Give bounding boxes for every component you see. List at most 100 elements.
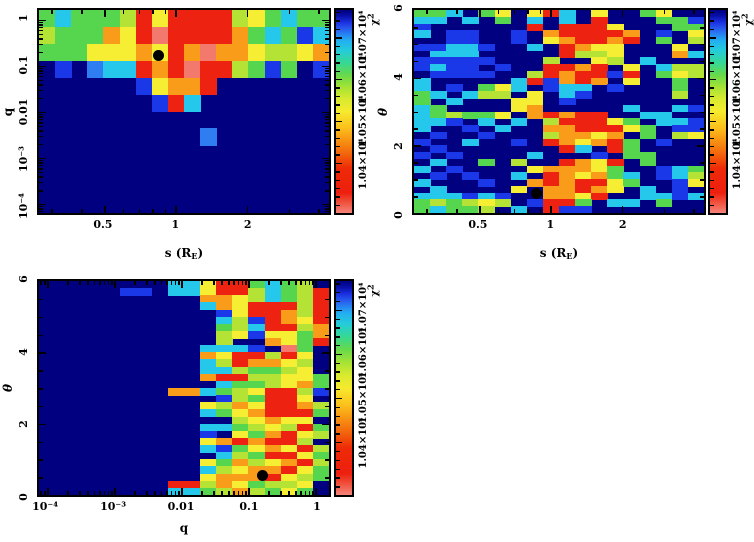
y-axis-tick <box>325 26 329 29</box>
x-axis-tick <box>201 281 203 285</box>
colorbar-tick <box>710 112 714 114</box>
heatmap-cell <box>296 445 314 453</box>
heatmap-cell <box>232 388 250 396</box>
heatmap-cell <box>184 94 201 113</box>
heatmap-cell <box>559 158 576 167</box>
heatmap-cell <box>248 473 266 482</box>
heatmap-cell <box>591 158 608 167</box>
x-axis-tick <box>181 281 183 288</box>
y-axis-tick <box>325 171 329 174</box>
heatmap-cell <box>478 179 496 187</box>
heatmap-cell <box>430 64 447 72</box>
heatmap-cell <box>167 480 185 489</box>
heatmap-cell <box>575 118 592 126</box>
colorbar-tick <box>336 309 342 312</box>
x-axis-tick <box>174 281 177 285</box>
heatmap-cell <box>232 373 250 382</box>
heatmap-cell <box>526 77 544 86</box>
y-axis-tick <box>322 19 329 22</box>
heatmap-cell <box>559 16 576 25</box>
heatmap-cell <box>591 16 608 25</box>
y-axis-tick <box>39 33 43 36</box>
heatmap-cell <box>280 10 298 28</box>
heatmap-cell <box>687 64 704 72</box>
heatmap-cell <box>232 323 250 332</box>
heatmap-cell <box>462 199 480 207</box>
heatmap-cell <box>575 64 592 72</box>
y-axis-tick <box>325 459 329 461</box>
heatmap-cell <box>248 281 266 289</box>
heatmap-cell <box>264 281 282 289</box>
colorbar-tick <box>710 120 716 123</box>
heatmap-cell <box>296 409 314 418</box>
heatmap-cell <box>216 10 233 28</box>
heatmap-cell <box>559 97 576 106</box>
heatmap-cell <box>296 416 314 425</box>
heatmap-cell <box>671 84 689 92</box>
x-axis-tick <box>693 10 695 14</box>
colorbar <box>334 8 354 215</box>
heatmap-cell <box>264 459 282 468</box>
y-axis-tick <box>39 176 43 178</box>
heatmap-cell <box>671 172 689 180</box>
heatmap-cell <box>264 302 282 311</box>
heatmap-cell <box>414 118 431 126</box>
heatmap-cell <box>200 43 217 62</box>
heatmap-cell <box>232 345 250 353</box>
heatmap-cell <box>312 388 329 396</box>
x-axis-tick <box>201 491 203 495</box>
heatmap-cell <box>280 352 298 361</box>
y-axis-tick <box>325 24 329 26</box>
heatmap-cell <box>414 16 431 25</box>
heatmap-cell <box>216 309 233 318</box>
heatmap-cell <box>591 77 608 86</box>
heatmap-cell <box>248 402 266 410</box>
heatmap-cell <box>607 84 625 92</box>
heatmap-cell <box>280 288 298 296</box>
y-axis-tick <box>700 196 704 198</box>
y-axis-tick <box>325 70 329 72</box>
y-axis-tick <box>325 79 329 82</box>
heatmap-cell <box>559 37 576 45</box>
heatmap-cell <box>623 152 641 160</box>
y-tick-label: 0 <box>17 493 30 501</box>
heatmap-cell <box>671 43 689 52</box>
heatmap-cell <box>430 91 447 99</box>
heatmap-cell <box>655 37 673 45</box>
x-axis-tick <box>246 10 249 14</box>
heatmap-cell <box>526 23 544 31</box>
x-tick-label: 0.5 <box>93 218 113 231</box>
x-axis-tick <box>288 10 291 14</box>
x-axis-tick <box>160 281 163 285</box>
heatmap-cell <box>575 43 592 52</box>
heatmap-cell <box>232 281 250 289</box>
heatmap-cell <box>414 84 431 92</box>
heatmap-cell <box>462 43 480 52</box>
y-axis-tick <box>39 97 43 100</box>
heatmap-cell <box>623 145 641 153</box>
x-axis-tick <box>621 10 624 14</box>
heatmap-cell <box>216 60 233 79</box>
y-axis-tick <box>325 37 329 40</box>
heatmap-cell <box>296 352 314 361</box>
heatmap-cell <box>575 84 592 92</box>
heatmap-cell <box>232 288 250 296</box>
x-axis-tick <box>479 10 481 14</box>
heatmap-cell <box>575 172 592 180</box>
heatmap-cell <box>55 60 72 79</box>
heatmap-cell <box>430 145 447 153</box>
heatmap-cell <box>296 466 314 475</box>
heatmap-cell <box>559 138 576 146</box>
heatmap-cell <box>135 10 153 28</box>
heatmap-cell <box>184 43 201 62</box>
heatmap-cell <box>232 437 250 446</box>
heatmap-cell <box>200 345 217 353</box>
heatmap-cell <box>264 309 282 318</box>
x-axis-tick <box>227 281 230 285</box>
heatmap-cell <box>184 10 201 28</box>
heatmap-cell <box>607 172 625 180</box>
heatmap-cell <box>200 77 217 96</box>
y-axis-tick <box>322 423 329 426</box>
colorbar-tick <box>336 154 340 156</box>
y-axis-title: q <box>1 107 15 116</box>
